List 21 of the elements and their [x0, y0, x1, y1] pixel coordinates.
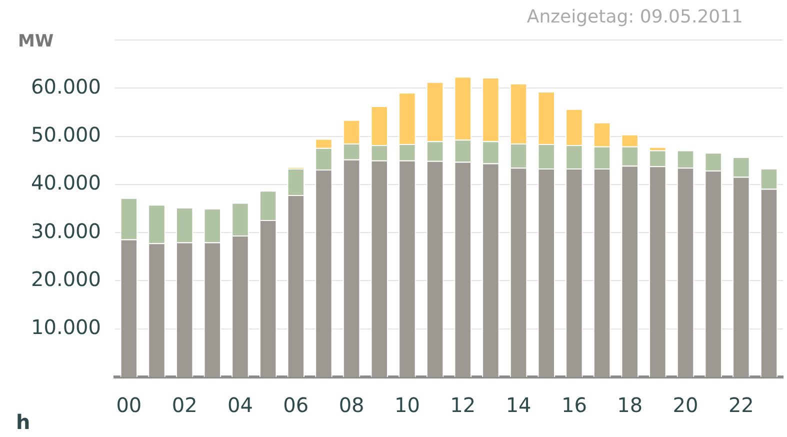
y-tick-label: 10.000 — [31, 315, 101, 340]
x-tick-label: 10 — [394, 393, 420, 418]
x-axis-title: h — [16, 410, 30, 434]
x-tick-label: 02 — [172, 393, 198, 418]
y-tick-label: 60.000 — [31, 74, 101, 98]
x-tick-label: 04 — [228, 393, 253, 418]
y-tick-label: 20.000 — [31, 266, 101, 291]
y-axis-title: MW — [18, 31, 54, 52]
x-tick-label: 12 — [450, 393, 476, 418]
x-tick-label: 22 — [728, 393, 754, 418]
y-tick-label: 40.000 — [31, 170, 101, 195]
y-tick-label: 30.000 — [31, 218, 101, 243]
chart-title: Anzeigetag: 09.05.2011 — [526, 6, 743, 28]
x-tick-label: 16 — [561, 393, 587, 418]
x-tick-label: 00 — [116, 393, 142, 418]
x-tick-label: 18 — [617, 393, 643, 418]
x-tick-label: 06 — [283, 393, 309, 418]
y-tick-label: 50.000 — [31, 122, 101, 146]
x-tick-label: 14 — [506, 393, 532, 418]
x-tick-label: 08 — [338, 393, 364, 418]
x-tick-label: 20 — [672, 393, 698, 418]
